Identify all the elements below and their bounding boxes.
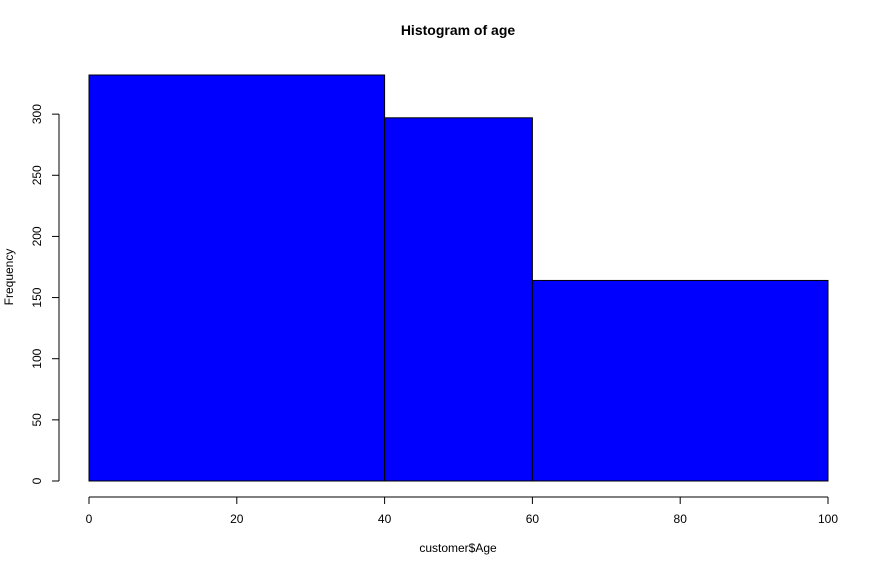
histogram-bar-0-40 xyxy=(88,74,386,482)
y-tick-label-250: 250 xyxy=(30,165,44,185)
y-axis: 0 50 100 150 200 250 300 xyxy=(30,104,60,484)
y-axis-label: Frequency xyxy=(2,249,16,306)
y-tick-label-100: 100 xyxy=(30,348,44,368)
y-tick-label-0: 0 xyxy=(30,477,44,484)
x-tick-label-0: 0 xyxy=(86,512,93,526)
histogram-bar-40-60 xyxy=(384,117,533,482)
y-tick-label-200: 200 xyxy=(30,226,44,246)
x-tick-label-60: 60 xyxy=(526,512,540,526)
x-axis: 0 20 40 60 80 100 xyxy=(86,496,838,526)
y-tick-label-300: 300 xyxy=(30,104,44,124)
y-tick-label-50: 50 xyxy=(30,413,44,427)
x-tick-label-80: 80 xyxy=(674,512,688,526)
x-tick-label-100: 100 xyxy=(818,512,838,526)
chart-title: Histogram of age xyxy=(401,22,516,38)
x-tick-label-40: 40 xyxy=(378,512,392,526)
x-tick-label-20: 20 xyxy=(230,512,244,526)
x-axis-label: customer$Age xyxy=(419,541,497,555)
bars-group xyxy=(88,74,829,482)
histogram-bar-60-100 xyxy=(531,279,829,482)
y-tick-label-150: 150 xyxy=(30,287,44,307)
